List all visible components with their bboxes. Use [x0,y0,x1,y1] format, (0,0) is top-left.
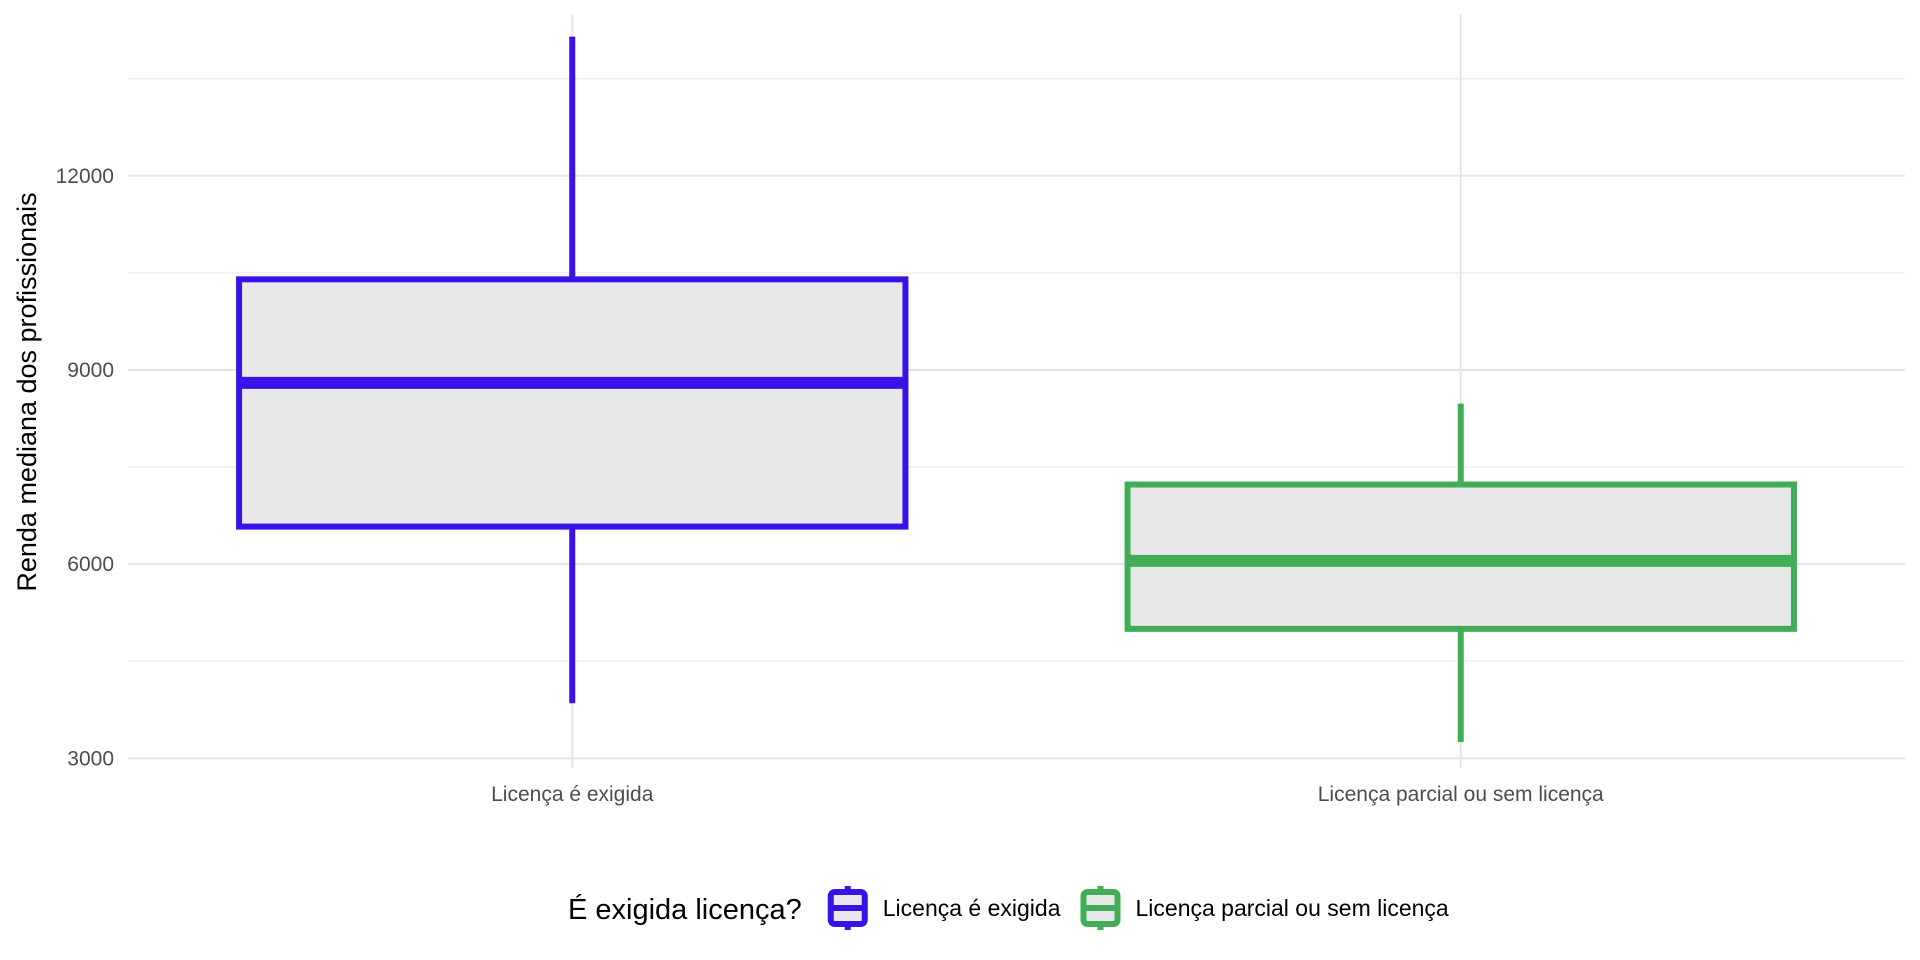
tick-layer: 3000 6000 9000 12000 Licença é exigida Licenç… [56,165,1604,806]
legend-label-1: Licença é exigida [883,895,1061,921]
y-tick-label: 9000 [67,359,114,382]
box-1 [236,36,909,704]
x-tick-label: Licença parcial ou sem licença [1318,783,1604,806]
y-axis-title: Renda mediana dos profissionais [12,192,42,591]
box-2 [1124,403,1797,743]
x-tick-label: Licença é exigida [491,783,654,806]
legend-label-2: Licença parcial ou sem licença [1136,895,1449,921]
y-tick-label: 6000 [67,553,114,576]
legend-key-1 [827,886,868,930]
legend-title: É exigida licença? [568,893,802,926]
y-tick-label: 12000 [56,165,114,188]
legend-key-2 [1080,886,1121,930]
iqr-box [236,276,909,530]
legend: É exigida licença? Licença é exigida Lice… [568,886,1449,930]
y-tick-label: 3000 [67,747,114,770]
box-layer [236,36,1797,743]
